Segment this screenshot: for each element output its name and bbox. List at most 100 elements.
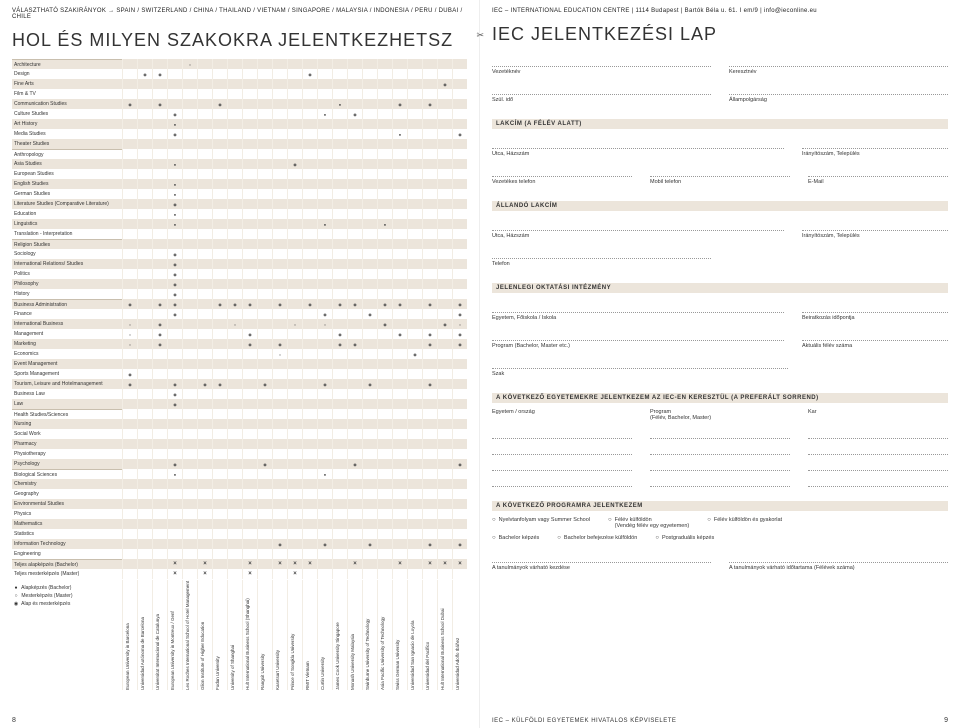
matrix-cell <box>377 339 392 349</box>
matrix-cell <box>437 539 452 549</box>
matrix-cell <box>332 299 347 309</box>
matrix-cell <box>152 109 167 119</box>
matrix-cell <box>287 529 302 539</box>
field-lastname[interactable] <box>492 53 711 67</box>
matrix-cell <box>227 529 242 539</box>
matrix-cell <box>197 399 212 409</box>
uni-preference-lines[interactable] <box>492 427 948 491</box>
matrix-row <box>122 149 467 159</box>
matrix-cell <box>152 309 167 319</box>
matrix-cell <box>362 519 377 529</box>
matrix-cell <box>407 429 422 439</box>
field-sem[interactable] <box>802 327 948 341</box>
matrix-cell <box>152 99 167 109</box>
matrix-cell <box>167 239 182 249</box>
uni-label: Glion Institute of Higher Education <box>200 622 205 690</box>
matrix-cell <box>122 129 137 139</box>
matrix-cell <box>302 229 317 239</box>
matrix-cell <box>362 299 377 309</box>
radio-bachelor[interactable]: Bachelor képzés <box>492 535 539 541</box>
field-uni[interactable] <box>492 299 784 313</box>
radio-summer[interactable]: Nyelvtanfolyam vagy Summer School <box>492 517 590 529</box>
matrix-cell <box>392 539 407 549</box>
matrix-cell <box>287 219 302 229</box>
matrix-cell <box>302 379 317 389</box>
matrix-cell <box>347 499 362 509</box>
matrix-cell <box>122 219 137 229</box>
field-zip-2[interactable] <box>802 217 948 231</box>
matrix-cell <box>272 449 287 459</box>
matrix-cell <box>347 369 362 379</box>
field-email[interactable] <box>808 163 948 177</box>
matrix-cell <box>227 369 242 379</box>
matrix-cell <box>152 159 167 169</box>
matrix-cell <box>197 119 212 129</box>
matrix-cell <box>272 339 287 349</box>
matrix-cell <box>122 69 137 79</box>
subject-label: International Relations/ Studies <box>12 259 122 269</box>
matrix-cell <box>197 509 212 519</box>
matrix-cell <box>122 109 137 119</box>
matrix-cell <box>347 569 362 579</box>
matrix-cell <box>197 559 212 569</box>
matrix-cell <box>182 569 197 579</box>
matrix-cell <box>377 559 392 569</box>
matrix-cell <box>377 229 392 239</box>
matrix-cell <box>137 99 152 109</box>
matrix-cell <box>287 179 302 189</box>
field-phone[interactable] <box>492 245 711 259</box>
radio-sem-abroad[interactable]: Félév külföldön (Vendég félév egy egyete… <box>608 517 689 529</box>
field-citizenship[interactable] <box>729 81 948 95</box>
field-firstname[interactable] <box>729 53 948 67</box>
field-mobile[interactable] <box>650 163 790 177</box>
matrix-cell <box>362 349 377 359</box>
matrix-cell <box>347 349 362 359</box>
matrix-cell <box>257 389 272 399</box>
matrix-cell <box>242 519 257 529</box>
subject-label: Theater Studies <box>12 139 122 149</box>
field-street-2[interactable] <box>492 217 784 231</box>
matrix-cell <box>377 179 392 189</box>
matrix-cell <box>182 169 197 179</box>
matrix-cell <box>137 399 152 409</box>
matrix-cell <box>182 379 197 389</box>
matrix-cell <box>362 89 377 99</box>
matrix-cell <box>122 289 137 299</box>
matrix-cell <box>302 249 317 259</box>
matrix-cell <box>347 309 362 319</box>
matrix-cell <box>167 209 182 219</box>
matrix-cell <box>317 249 332 259</box>
matrix-cell <box>212 89 227 99</box>
subject-label: Teljes alapképzés (Bachelor) <box>12 559 122 569</box>
uni-column: Universidad del Pacífico <box>422 580 437 690</box>
matrix-row <box>122 549 467 559</box>
matrix-cell <box>197 59 212 69</box>
matrix-cell <box>287 309 302 319</box>
matrix-cell <box>227 569 242 579</box>
field-start[interactable] <box>492 549 711 563</box>
matrix-cell <box>422 569 437 579</box>
matrix-cell <box>122 149 137 159</box>
field-program[interactable] <box>492 327 784 341</box>
matrix-cell <box>182 69 197 79</box>
matrix-cell <box>302 519 317 529</box>
field-landline[interactable] <box>492 163 632 177</box>
matrix-cell <box>377 79 392 89</box>
matrix-cell <box>407 309 422 319</box>
field-street-1[interactable] <box>492 135 784 149</box>
field-duration[interactable] <box>729 549 948 563</box>
matrix-cell <box>377 329 392 339</box>
field-major[interactable] <box>492 355 788 369</box>
radio-postgrad[interactable]: Postgraduális képzés <box>655 535 714 541</box>
subject-label: Finance <box>12 309 122 319</box>
subject-label: International Business <box>12 319 122 329</box>
matrix-cell <box>227 519 242 529</box>
field-zip-1[interactable] <box>802 135 948 149</box>
matrix-row <box>122 449 467 459</box>
matrix-cell <box>227 169 242 179</box>
field-enroll[interactable] <box>802 299 948 313</box>
matrix-cell <box>362 399 377 409</box>
radio-bachelor-finish[interactable]: Bachelor befejezése külföldön <box>557 535 637 541</box>
radio-sem-practice[interactable]: Félév külföldön és gyakorlat <box>707 517 782 529</box>
field-dob[interactable] <box>492 81 711 95</box>
